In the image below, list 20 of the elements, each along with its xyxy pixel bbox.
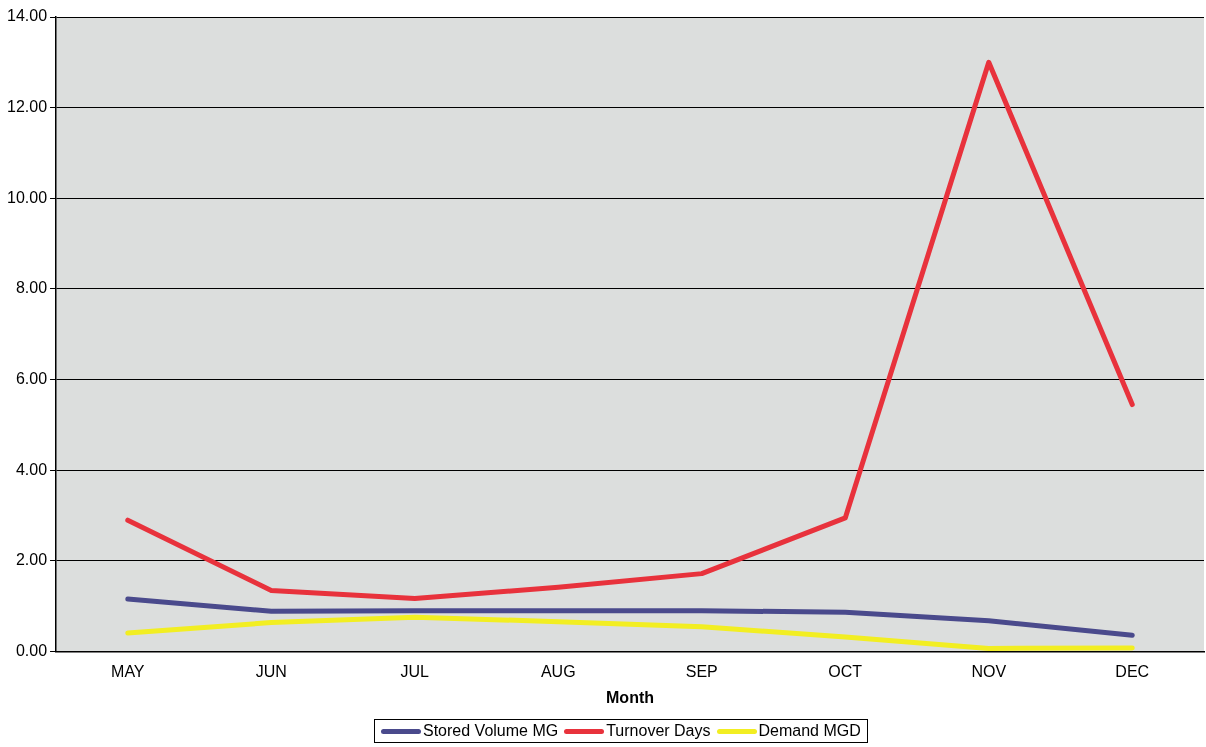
x-axis-title: Month xyxy=(606,688,655,706)
x-tick-label: JUN xyxy=(255,662,287,680)
y-tick-label: 14.00 xyxy=(6,7,48,25)
y-tick-label: 2.00 xyxy=(15,551,48,569)
legend-label: Demand MGD xyxy=(758,722,861,740)
y-tick-label: 12.00 xyxy=(6,98,48,116)
y-tick-label: 4.00 xyxy=(15,460,48,478)
legend-label: Stored Volume MG xyxy=(423,722,559,740)
y-tick-label: 8.00 xyxy=(15,279,48,297)
x-tick-label: SEP xyxy=(685,662,718,680)
x-tick-label: JUL xyxy=(400,662,430,680)
legend-label: Turnover Days xyxy=(606,722,711,740)
y-tick-label: 6.00 xyxy=(15,370,48,388)
x-tick-label: MAY xyxy=(111,662,145,680)
x-tick-label: DEC xyxy=(1115,662,1150,680)
x-tick-label: AUG xyxy=(540,662,576,680)
y-tick-label: 10.00 xyxy=(6,188,48,206)
y-tick-label: 0.00 xyxy=(15,642,48,660)
x-tick-label: OCT xyxy=(828,662,863,680)
x-tick-label: NOV xyxy=(971,662,1007,680)
